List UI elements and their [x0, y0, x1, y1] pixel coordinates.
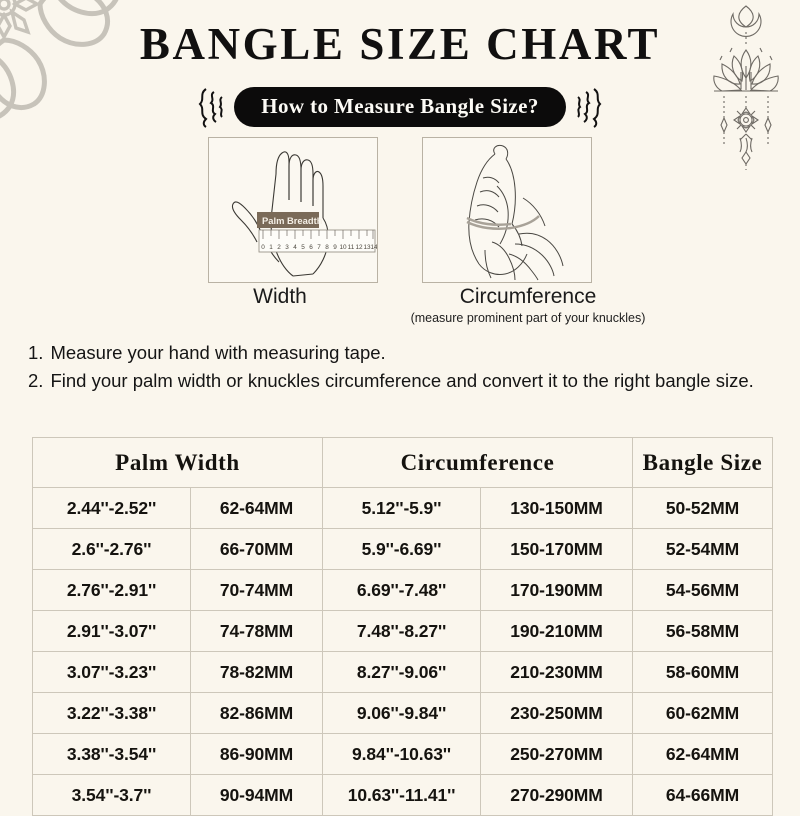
- svg-text:14: 14: [370, 244, 377, 251]
- measure-badge: How to Measure Bangle Size?: [234, 86, 566, 128]
- hand-knuckles-measure-icon: [466, 145, 564, 281]
- table-row: 2.6''-2.76'' 66-70MM 5.9''-6.69'' 150-170MM…: [32, 528, 773, 570]
- table-cell: 50-52MM: [632, 487, 773, 529]
- svg-text:12: 12: [355, 244, 363, 251]
- caption-width: Width: [253, 285, 307, 308]
- table-cell: 5.9''-6.69'': [322, 528, 481, 570]
- table-cell: 3.38''-3.54'': [32, 733, 191, 775]
- table-cell: 90-94MM: [190, 774, 323, 816]
- table-cell: 66-70MM: [190, 528, 323, 570]
- flourish-ornament-right-icon: [576, 88, 602, 128]
- table-cell: 210-230MM: [480, 651, 633, 693]
- svg-text:1: 1: [269, 244, 273, 251]
- table-cell: 9.84''-10.63'': [322, 733, 481, 775]
- palm-breadth-label: Palm Breadth: [257, 212, 323, 228]
- table-row: 3.54''-3.7'' 90-94MM 10.63''-11.41'' 270-29…: [32, 774, 773, 816]
- table-cell: 58-60MM: [632, 651, 773, 693]
- table-cell: 250-270MM: [480, 733, 633, 775]
- table-cell: 190-210MM: [480, 610, 633, 652]
- table-cell: 6.69''-7.48'': [322, 569, 481, 611]
- table-cell: 2.76''-2.91'': [32, 569, 191, 611]
- svg-text:4: 4: [293, 244, 297, 251]
- table-cell: 62-64MM: [190, 487, 323, 529]
- table-header-palm-width: Palm Width: [32, 437, 323, 488]
- table-cell: 9.06''-9.84'': [322, 692, 481, 734]
- table-header-row: Palm Width Circumference Bangle Size: [32, 437, 773, 488]
- table-row: 2.76''-2.91'' 70-74MM 6.69''-7.48'' 170-190…: [32, 569, 773, 611]
- svg-text:Palm Breadth: Palm Breadth: [262, 215, 323, 226]
- table-header-circumference: Circumference: [322, 437, 633, 488]
- table-cell: 2.44''-2.52'': [32, 487, 191, 529]
- table-header-bangle-size: Bangle Size: [632, 437, 773, 488]
- table-cell: 130-150MM: [480, 487, 633, 529]
- table-cell: 230-250MM: [480, 692, 633, 734]
- table-cell: 170-190MM: [480, 569, 633, 611]
- table-cell: 78-82MM: [190, 651, 323, 693]
- table-cell: 56-58MM: [632, 610, 773, 652]
- table-row: 2.44''-2.52'' 62-64MM 5.12''-5.9'' 130-150M…: [32, 487, 773, 529]
- table-cell: 2.6''-2.76'': [32, 528, 191, 570]
- instruction-step: 2. Find your palm width or knuckles circ…: [28, 368, 758, 394]
- instruction-steps: 1. Measure your hand with measuring tape…: [28, 340, 758, 397]
- circumference-figure: [422, 137, 592, 283]
- page-title: BANGLE SIZE CHART: [139, 19, 661, 69]
- table-cell: 52-54MM: [632, 528, 773, 570]
- caption-circumference: Circumference (measure prominent part of…: [408, 285, 648, 325]
- svg-text:5: 5: [301, 244, 305, 251]
- table-cell: 74-78MM: [190, 610, 323, 652]
- svg-text:7: 7: [317, 244, 321, 251]
- table-row: 3.38''-3.54'' 86-90MM 9.84''-10.63'' 250-27…: [32, 733, 773, 775]
- table-cell: 82-86MM: [190, 692, 323, 734]
- svg-text:11: 11: [348, 244, 355, 251]
- table-cell: 60-62MM: [632, 692, 773, 734]
- svg-text:13: 13: [363, 244, 371, 251]
- table-cell: 5.12''-5.9'': [322, 487, 481, 529]
- table-row: 3.07''-3.23'' 78-82MM 8.27''-9.06'' 210-230…: [32, 651, 773, 693]
- step-text: Measure your hand with measuring tape.: [50, 342, 386, 363]
- bangle-size-table: Palm Width Circumference Bangle Size 2.4…: [32, 437, 773, 816]
- badge-row: How to Measure Bangle Size?: [0, 86, 800, 128]
- step-number: 2.: [28, 370, 44, 392]
- table-cell: 86-90MM: [190, 733, 323, 775]
- table-cell: 150-170MM: [480, 528, 633, 570]
- step-text: Find your palm width or knuckles circumf…: [50, 370, 754, 392]
- caption-circumference-note: (measure prominent part of your knuckles…: [410, 311, 646, 325]
- svg-text:9: 9: [333, 244, 337, 251]
- table-row: 3.22''-3.38'' 82-86MM 9.06''-9.84'' 230-250…: [32, 692, 773, 734]
- table-cell: 54-56MM: [632, 569, 773, 611]
- table-cell: 3.07''-3.23'': [32, 651, 191, 693]
- table-cell: 10.63''-11.41'': [322, 774, 481, 816]
- caption-circumference-label: Circumference: [459, 285, 597, 308]
- table-body: 2.44''-2.52'' 62-64MM 5.12''-5.9'' 130-150M…: [32, 487, 773, 816]
- table-cell: 7.48''-8.27'': [322, 610, 481, 652]
- flourish-ornament-left-icon: [198, 88, 224, 128]
- svg-text:6: 6: [309, 244, 313, 251]
- table-row: 2.91''-3.07'' 74-78MM 7.48''-8.27'' 190-210…: [32, 610, 773, 652]
- table-cell: 3.22''-3.38'': [32, 692, 191, 734]
- step-number: 1.: [28, 342, 44, 363]
- table-cell: 64-66MM: [632, 774, 773, 816]
- svg-text:2: 2: [277, 244, 281, 251]
- table-cell: 62-64MM: [632, 733, 773, 775]
- table-cell: 8.27''-9.06'': [322, 651, 481, 693]
- svg-text:3: 3: [285, 244, 289, 251]
- table-cell: 2.91''-3.07'': [32, 610, 191, 652]
- table-cell: 3.54''-3.7'': [32, 774, 191, 816]
- svg-text:10: 10: [339, 244, 347, 251]
- table-cell: 270-290MM: [480, 774, 633, 816]
- svg-text:0: 0: [261, 244, 265, 251]
- svg-text:8: 8: [325, 244, 329, 251]
- table-cell: 70-74MM: [190, 569, 323, 611]
- instruction-step: 1. Measure your hand with measuring tape…: [28, 340, 758, 366]
